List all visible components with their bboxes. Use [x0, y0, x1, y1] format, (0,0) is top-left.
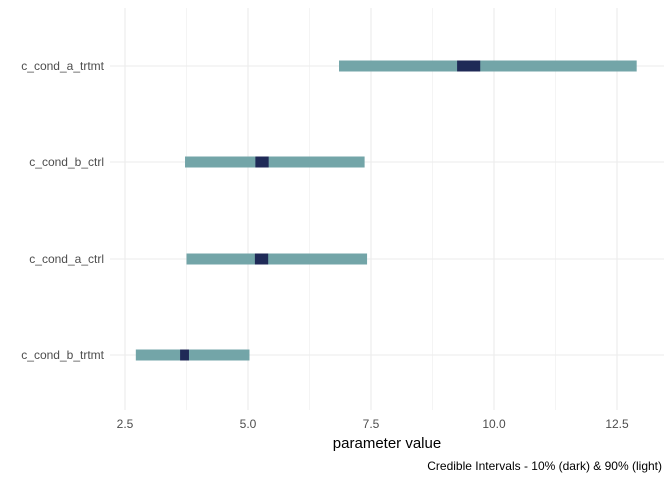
outer-interval-c_cond_a_trtmt [339, 60, 637, 72]
inner-interval-c_cond_b_ctrl [255, 156, 269, 168]
outer-interval-c_cond_b_ctrl [185, 156, 365, 168]
x-tick-label-0: 2.5 [117, 417, 134, 431]
y-tick-label-c_cond_b_trtmt: c_cond_b_trtmt [21, 348, 104, 362]
inner-interval-c_cond_b_trtmt [180, 349, 189, 361]
y-tick-label-c_cond_a_trtmt: c_cond_a_trtmt [21, 59, 104, 73]
outer-interval-c_cond_a_ctrl [186, 253, 368, 265]
x-axis-labels: 2.5 5.0 7.5 10.0 12.5 [117, 417, 629, 431]
x-axis-title: parameter value [333, 435, 441, 452]
x-tick-label-1: 5.0 [240, 417, 257, 431]
interval-layer [135, 60, 637, 361]
inner-interval-c_cond_a_trtmt [457, 60, 481, 72]
x-tick-label-4: 12.5 [605, 417, 629, 431]
y-axis-labels: c_cond_a_trtmt c_cond_b_ctrl c_cond_a_ctrl… [21, 59, 104, 362]
y-tick-label-c_cond_a_ctrl: c_cond_a_ctrl [29, 252, 104, 266]
x-tick-label-3: 10.0 [482, 417, 506, 431]
y-tick-label-c_cond_b_ctrl: c_cond_b_ctrl [29, 155, 104, 169]
outer-interval-c_cond_b_trtmt [135, 349, 250, 361]
x-tick-label-2: 7.5 [363, 417, 380, 431]
chart-caption: Credible Intervals - 10% (dark) & 90% (l… [427, 459, 662, 473]
inner-interval-c_cond_a_ctrl [254, 253, 269, 265]
